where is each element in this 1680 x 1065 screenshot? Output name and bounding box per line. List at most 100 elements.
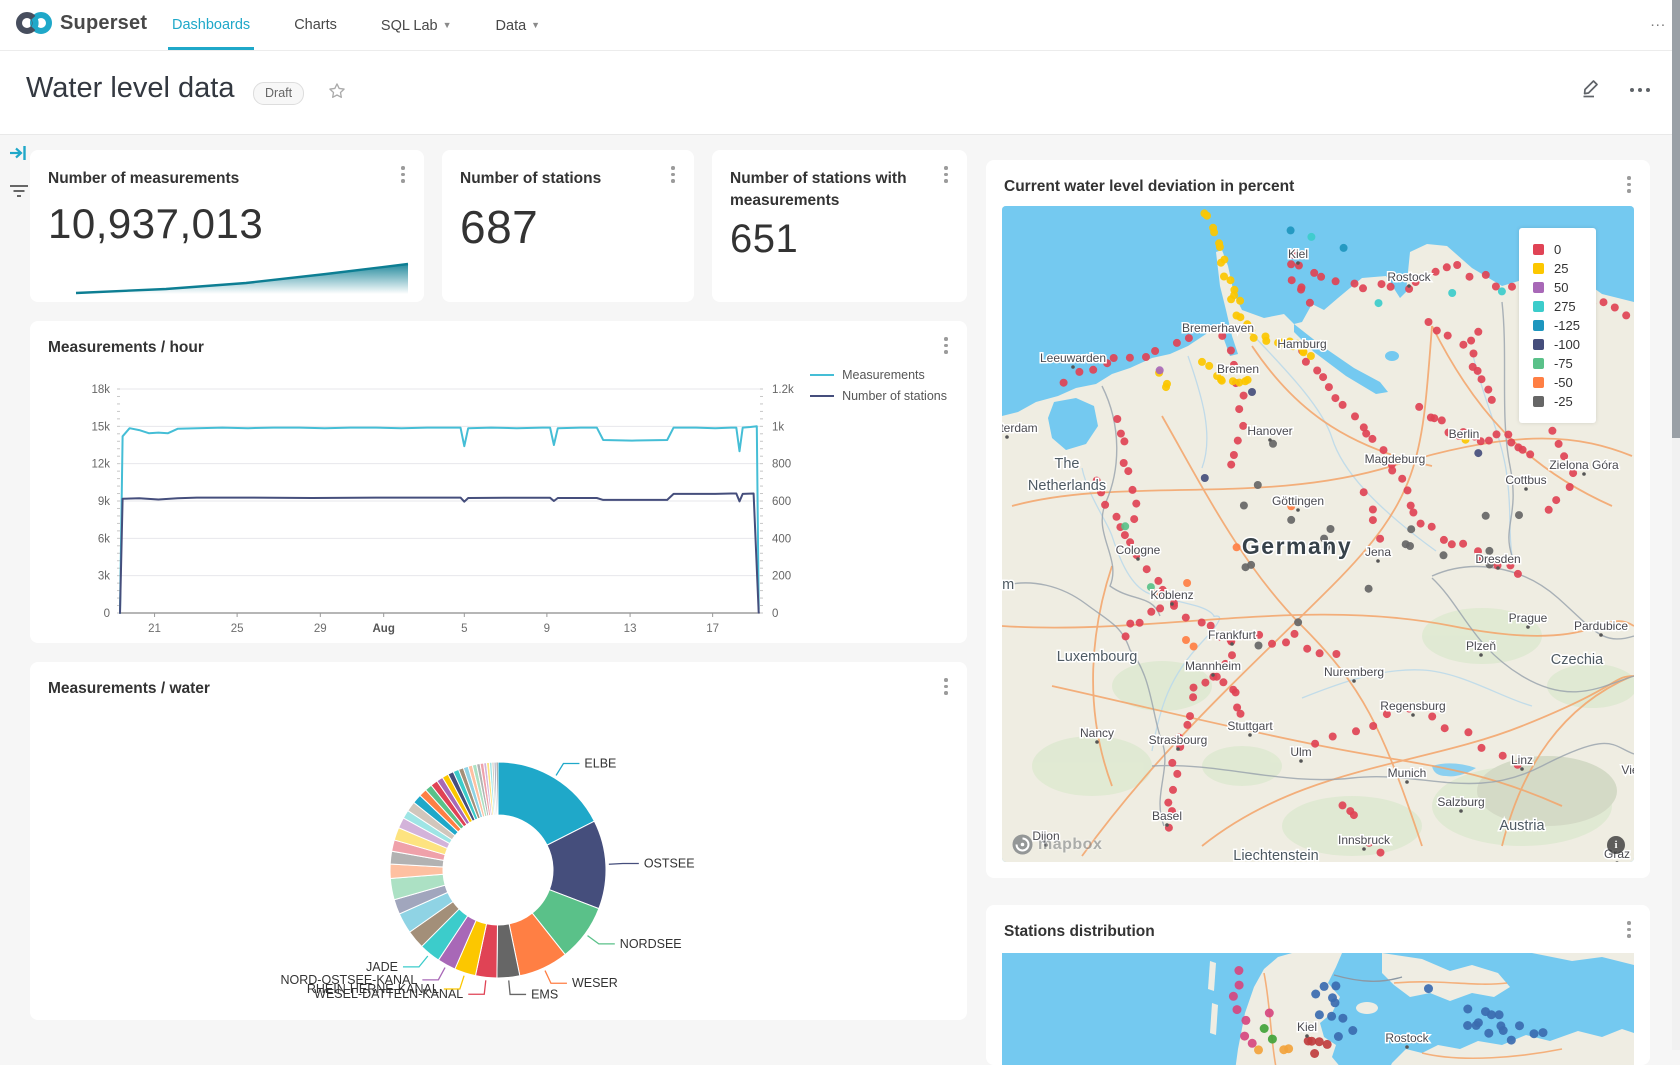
svg-text:29: 29 xyxy=(314,623,327,635)
chevron-down-icon: ▼ xyxy=(531,20,541,30)
line-chart: 18k 15k 12k 9k 6k 3k 0 1.2k 1k 800 600 400 200 0 21 25 2… xyxy=(91,384,794,635)
arrow-to-right-icon xyxy=(10,146,26,160)
map-info-icon[interactable]: i xyxy=(1607,836,1625,854)
kpi-card-stations-with-measurements: Number of stations with measurements 651 xyxy=(712,150,967,302)
legend-swatch xyxy=(1532,282,1544,293)
map-label-jena: Jena xyxy=(1365,545,1391,559)
map-label-munich: Munich xyxy=(1388,766,1427,780)
legend-swatch xyxy=(1532,358,1544,369)
map-label-regensburg: Regensburg xyxy=(1380,699,1445,713)
top-navbar: Superset Dashboards Charts SQL Lab ▼ Data ▼ .… xyxy=(0,0,1680,51)
card-menu-kebab[interactable] xyxy=(666,166,680,186)
favorite-star-icon[interactable] xyxy=(327,81,347,106)
filter-icon[interactable] xyxy=(9,183,29,204)
legend-swatch xyxy=(1532,263,1544,274)
map-label-austria: Austria xyxy=(1499,818,1545,834)
svg-text:200: 200 xyxy=(772,571,791,583)
card-menu-kebab[interactable] xyxy=(1622,176,1636,196)
card-menu-kebab[interactable] xyxy=(396,166,410,186)
nav-item-data[interactable]: Data ▼ xyxy=(495,18,541,34)
map-label-ulm: Ulm xyxy=(1290,745,1311,759)
map-label-plzeň: Plzeň xyxy=(1466,639,1496,653)
legend-item[interactable]: Number of stations xyxy=(810,389,947,403)
svg-text:600: 600 xyxy=(772,496,791,508)
map-label-cologne: Cologne xyxy=(1116,543,1161,557)
sea-water xyxy=(1002,206,1634,416)
card-menu-kebab[interactable] xyxy=(939,166,953,186)
map-legend: 0 25 50 275 -125 -100 -75 -50 -25 xyxy=(1518,228,1596,423)
map-label-cottbus: Cottbus xyxy=(1505,473,1546,487)
mapbox-logo-icon xyxy=(1012,834,1033,855)
map-label-frankfurt: Frankfurt xyxy=(1208,628,1257,642)
map-label-prague: Prague xyxy=(1509,611,1548,625)
map-label-bremerhaven: Bremerhaven xyxy=(1182,321,1254,335)
nav-items: Dashboards Charts SQL Lab ▼ Data ▼ xyxy=(150,0,562,50)
chart-title: Current water level deviation in percent xyxy=(1004,178,1295,195)
map-label-magdeburg: Magdeburg xyxy=(1365,452,1426,466)
edit-dashboard-button[interactable] xyxy=(1580,76,1602,103)
legend-item: 25 xyxy=(1532,261,1580,276)
map-label-dresden: Dresden xyxy=(1475,552,1520,566)
nav-item-charts[interactable]: Charts xyxy=(294,17,337,33)
svg-text:18k: 18k xyxy=(91,384,110,396)
superset-logo[interactable]: Superset xyxy=(16,9,147,37)
svg-text:21: 21 xyxy=(148,623,161,635)
nav-item-sql-lab[interactable]: SQL Lab ▼ xyxy=(380,18,452,34)
deviation-map[interactable]: Kiel Rostock Leeuwarden Bremerhaven Hamburg B… xyxy=(1002,206,1634,862)
kpi-card-stations: Number of stations 687 xyxy=(442,150,694,302)
map-label-göttingen: Göttingen xyxy=(1272,494,1324,508)
svg-text:3k: 3k xyxy=(98,571,110,583)
legend-item[interactable]: Measurements xyxy=(810,368,947,382)
nav-overflow-dots[interactable]: ... xyxy=(1650,13,1666,30)
svg-text:17: 17 xyxy=(706,623,719,635)
dashboard-header: Water level data Draft xyxy=(0,50,1680,135)
legend-swatch xyxy=(1532,301,1544,312)
kpi-card-measurements: Number of measurements 10,937,013 xyxy=(30,150,424,302)
svg-text:9k: 9k xyxy=(98,496,110,508)
map-label-hamburg: Hamburg xyxy=(1277,337,1326,351)
legend-item: -25 xyxy=(1532,394,1580,409)
map-attribution: mapbox xyxy=(1012,834,1102,855)
map-label-czechia: Czechia xyxy=(1551,652,1604,668)
pencil-icon xyxy=(1583,80,1598,98)
kpi-value: 687 xyxy=(460,201,539,254)
donut-chart: ELBE OSTSEE NORDSEE WESER EMS WESEL-DATTELN-K… xyxy=(281,756,695,1001)
legend-item: 275 xyxy=(1532,299,1580,314)
dashboard-menu-dots[interactable] xyxy=(1630,87,1650,92)
map-label-basel: Basel xyxy=(1152,809,1182,823)
svg-text:1k: 1k xyxy=(772,421,784,433)
page-scrollbar[interactable] xyxy=(1672,0,1680,1050)
map-label-kiel: Kiel xyxy=(1297,1020,1317,1034)
map-label-stuttgart: Stuttgart xyxy=(1227,719,1273,733)
map-label-linz: Linz xyxy=(1511,753,1533,767)
map-label-hanover: Hanover xyxy=(1247,424,1292,438)
svg-text:6k: 6k xyxy=(98,533,110,545)
svg-text:0: 0 xyxy=(104,608,110,620)
kpi-value: 10,937,013 xyxy=(48,200,264,248)
map-label-rostock: Rostock xyxy=(1387,270,1431,284)
map-label-strasbourg: Strasbourg xyxy=(1149,733,1208,747)
map-label-mannheim: Mannheim xyxy=(1185,659,1241,673)
chart-card-measurements-hour: Measurements / hour Measurements Number o… xyxy=(30,321,967,643)
kpi-value: 651 xyxy=(730,216,799,261)
expand-filter-bar-button[interactable] xyxy=(9,144,29,167)
map-label-nuremberg: Nuremberg xyxy=(1324,665,1384,679)
legend-item: -75 xyxy=(1532,356,1580,371)
legend-swatch xyxy=(1532,396,1544,407)
card-menu-kebab[interactable] xyxy=(939,678,953,698)
legend-swatch xyxy=(1532,244,1544,255)
map-label-dijon: Dijon xyxy=(1032,829,1059,843)
superset-infinity-icon xyxy=(16,12,52,34)
rivers xyxy=(1081,333,1533,752)
map-label-zielona-góra: Zielona Góra xyxy=(1549,458,1619,472)
card-menu-kebab[interactable] xyxy=(1622,921,1636,941)
page-title: Water level data xyxy=(26,72,235,104)
scrollbar-thumb[interactable] xyxy=(1672,0,1680,438)
map-label-bremen: Bremen xyxy=(1217,362,1259,376)
svg-text:WESEL-DATTELN-KANAL: WESEL-DATTELN-KANAL xyxy=(314,987,463,1001)
card-menu-kebab[interactable] xyxy=(939,337,953,357)
svg-text:9: 9 xyxy=(544,623,550,635)
nav-item-dashboards[interactable]: Dashboards xyxy=(150,0,272,50)
kpi-sparkline xyxy=(75,262,409,295)
stations-map[interactable]: Kiel Rostock xyxy=(1002,953,1634,1065)
